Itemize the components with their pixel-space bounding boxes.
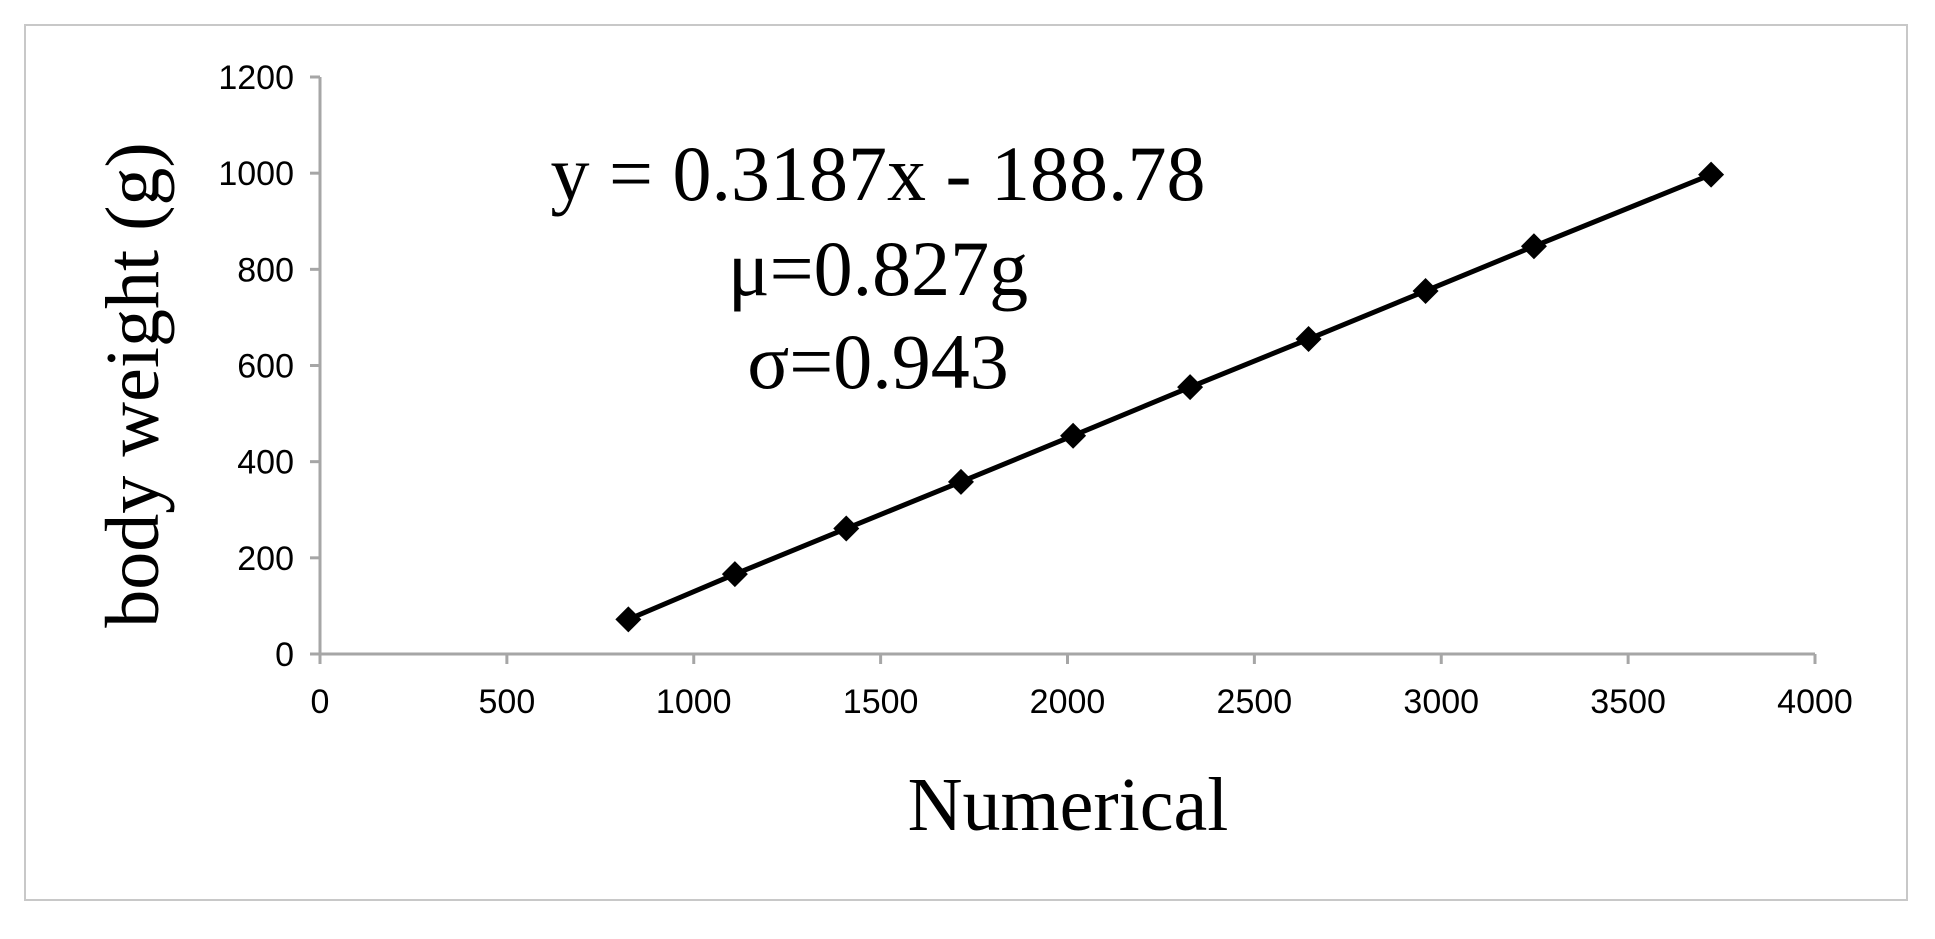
x-tick-label: 0	[311, 683, 330, 721]
data-point-marker	[1177, 374, 1204, 401]
axes: 0 500 1000 1500 2000 2500 3000 3500 4000 0 200 400…	[218, 59, 1852, 721]
x-tick-label: 2500	[1217, 683, 1293, 721]
data-point-marker	[1412, 277, 1439, 304]
x-ticks: 0 500 1000 1500 2000 2500 3000 3500 4000	[311, 654, 1853, 721]
data-point-marker	[1698, 161, 1725, 188]
x-tick-label: 3000	[1403, 683, 1479, 721]
y-ticks: 0 200 400 600 800 1000 1200	[218, 59, 320, 674]
data-point-marker	[721, 561, 748, 588]
y-tick-label: 600	[237, 348, 294, 386]
chart-frame	[24, 24, 1908, 901]
data-point-marker	[1060, 422, 1087, 449]
y-tick-label: 800	[237, 251, 294, 289]
y-tick-label: 200	[237, 540, 294, 578]
series	[615, 161, 1725, 633]
x-tick-label: 3500	[1590, 683, 1666, 721]
x-tick-label: 500	[479, 683, 536, 721]
data-point-marker	[615, 606, 642, 633]
data-point-marker	[947, 468, 974, 495]
data-point-marker	[833, 515, 860, 542]
x-tick-label: 2000	[1030, 683, 1106, 721]
x-tick-label: 1500	[843, 683, 919, 721]
data-point-marker	[1520, 233, 1547, 260]
y-axis-title: body weight (g)	[91, 142, 175, 627]
mean-annotation: μ=0.827g	[728, 225, 1028, 312]
y-tick-label: 1200	[218, 59, 294, 97]
y-tick-label: 0	[275, 636, 294, 674]
series-line	[627, 172, 1713, 622]
x-tick-label: 1000	[656, 683, 732, 721]
x-tick-label: 4000	[1777, 683, 1853, 721]
data-point-marker	[1295, 326, 1322, 353]
y-tick-label: 1000	[218, 155, 294, 193]
y-tick-label: 400	[237, 444, 294, 482]
regression-equation: y = 0.3187x - 188.78	[551, 130, 1206, 217]
x-axis-title: Numerical	[908, 763, 1229, 847]
sigma-annotation: σ=0.943	[747, 318, 1009, 405]
